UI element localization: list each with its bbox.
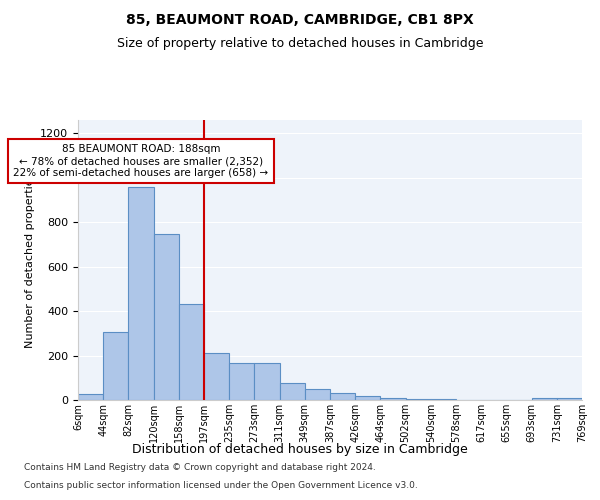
Bar bbox=[431, 399, 456, 400]
Bar bbox=[330, 394, 355, 400]
Bar bbox=[280, 384, 305, 400]
Bar bbox=[179, 304, 204, 400]
Y-axis label: Number of detached properties: Number of detached properties bbox=[25, 172, 35, 348]
Bar bbox=[557, 398, 582, 400]
Bar bbox=[305, 389, 330, 400]
Text: Size of property relative to detached houses in Cambridge: Size of property relative to detached ho… bbox=[117, 38, 483, 51]
Bar bbox=[78, 394, 103, 400]
Text: Contains HM Land Registry data © Crown copyright and database right 2024.: Contains HM Land Registry data © Crown c… bbox=[24, 464, 376, 472]
Bar bbox=[380, 398, 406, 400]
Bar bbox=[254, 364, 280, 400]
Bar bbox=[229, 364, 254, 400]
Bar bbox=[204, 354, 229, 400]
Bar bbox=[103, 332, 128, 400]
Bar bbox=[406, 399, 431, 400]
Bar bbox=[128, 186, 154, 400]
Text: Distribution of detached houses by size in Cambridge: Distribution of detached houses by size … bbox=[132, 442, 468, 456]
Text: 85, BEAUMONT ROAD, CAMBRIDGE, CB1 8PX: 85, BEAUMONT ROAD, CAMBRIDGE, CB1 8PX bbox=[126, 12, 474, 26]
Text: Contains public sector information licensed under the Open Government Licence v3: Contains public sector information licen… bbox=[24, 481, 418, 490]
Bar bbox=[532, 398, 557, 400]
Bar bbox=[355, 396, 380, 400]
Text: 85 BEAUMONT ROAD: 188sqm
← 78% of detached houses are smaller (2,352)
22% of sem: 85 BEAUMONT ROAD: 188sqm ← 78% of detach… bbox=[13, 144, 269, 178]
Bar bbox=[154, 234, 179, 400]
